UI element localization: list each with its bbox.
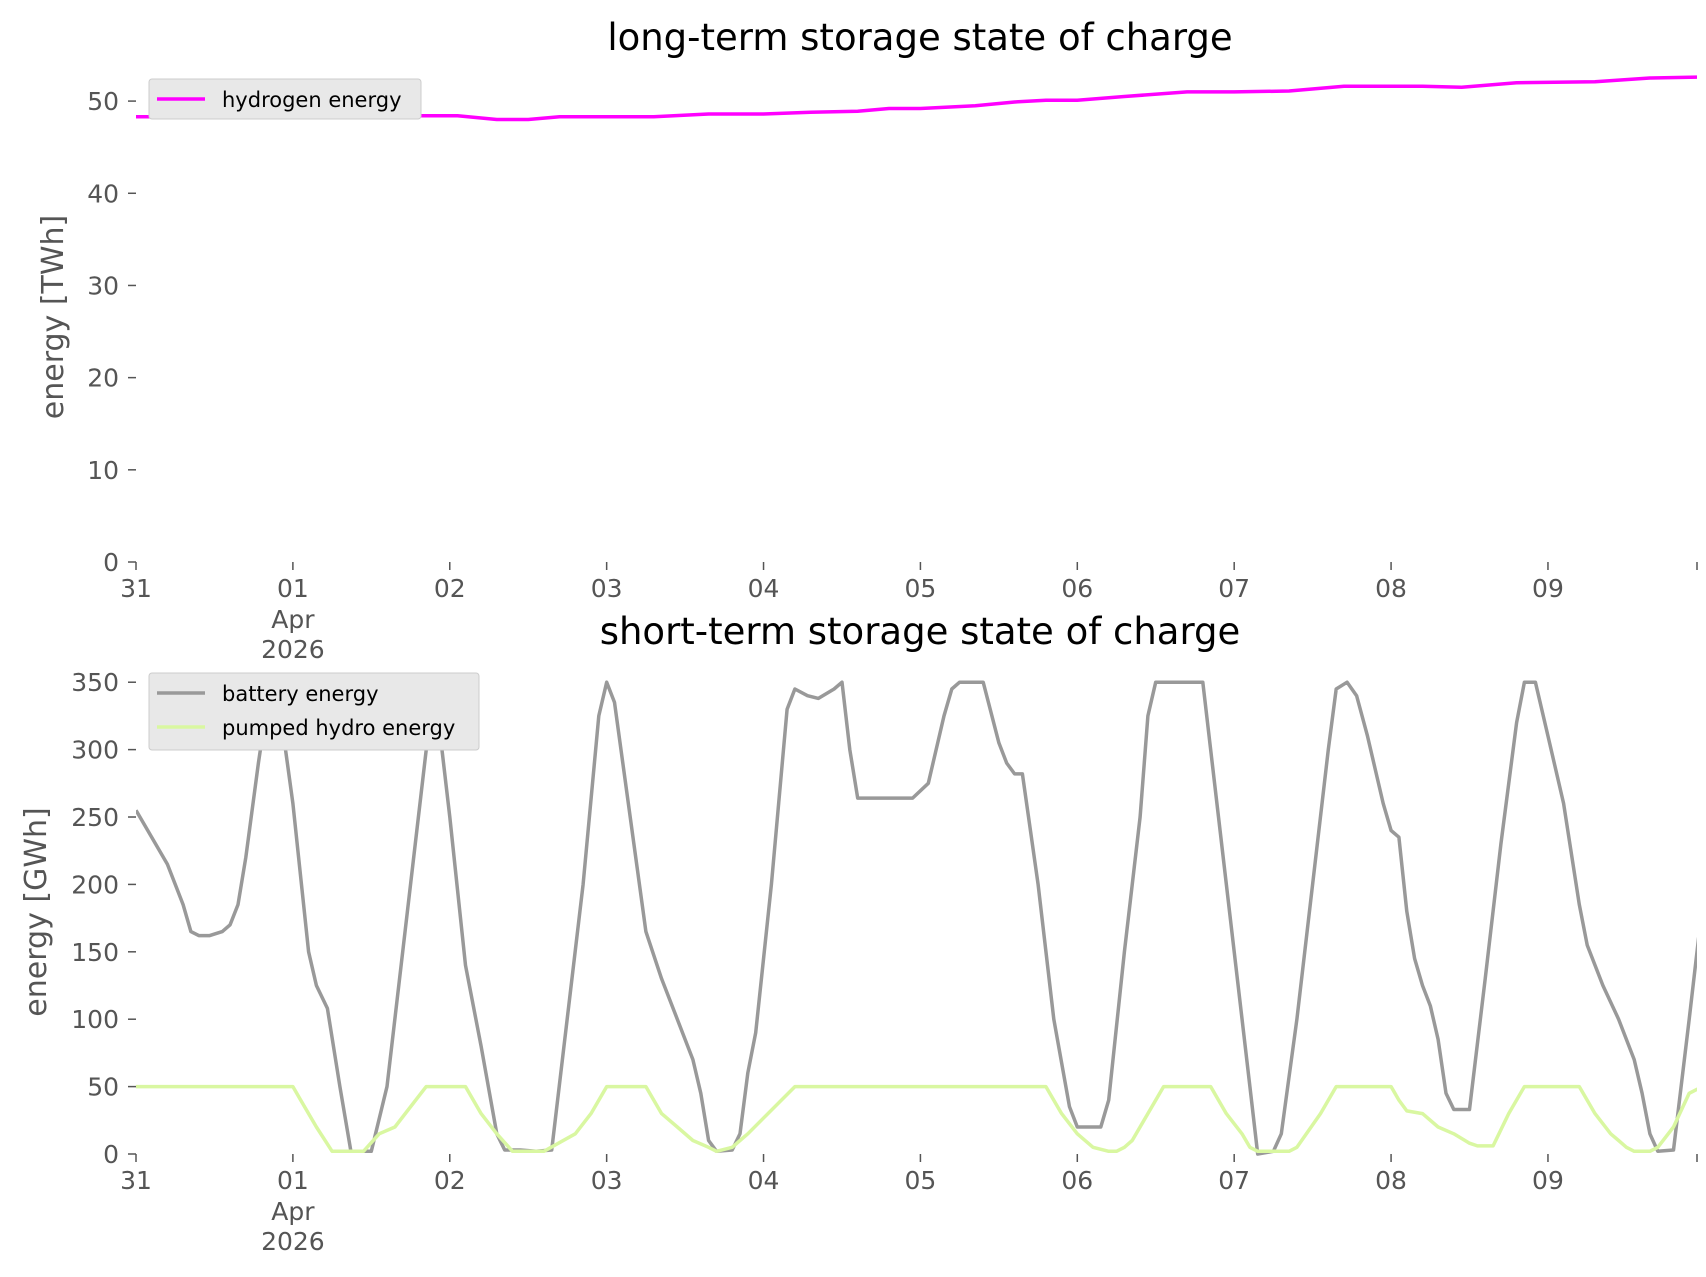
series-line-pumped_hydro — [136, 1084, 1697, 1154]
bottom-legend: battery energy pumped hydro energy — [148, 672, 480, 751]
x-tick-sublabel: Apr — [271, 1197, 315, 1226]
x-tick-label: 05 — [905, 574, 937, 603]
bottom-legend-box — [148, 672, 480, 751]
bottom-series-lines — [136, 680, 1697, 1156]
top-legend: hydrogen energy — [148, 78, 422, 120]
legend-label-hydrogen: hydrogen energy — [222, 88, 402, 112]
x-tick-sublabel: 2026 — [261, 635, 325, 664]
x-tick-label: 07 — [1218, 1166, 1250, 1195]
x-tick-label: 08 — [1375, 574, 1407, 603]
x-tick-label: 01 — [277, 1166, 309, 1195]
x-tick-label: 01 — [277, 574, 309, 603]
y-tick-label: 350 — [71, 668, 119, 697]
series-line-battery — [136, 680, 1697, 1156]
y-tick-label: 50 — [87, 1073, 119, 1102]
x-tick-sublabel: 2026 — [261, 1227, 325, 1256]
x-tick-label: 09 — [1532, 574, 1564, 603]
y-tick-label: 250 — [71, 803, 119, 832]
x-tick-label: 03 — [591, 1166, 623, 1195]
bottom-chart-title: short-term storage state of charge — [600, 610, 1241, 653]
x-tick-label: 31 — [120, 574, 152, 603]
y-tick-label: 100 — [71, 1005, 119, 1034]
x-tick-label: 04 — [748, 574, 780, 603]
y-tick-label: 30 — [87, 271, 119, 300]
top-legend-box — [148, 78, 422, 120]
x-tick-label: 03 — [591, 574, 623, 603]
y-tick-label: 40 — [87, 179, 119, 208]
x-tick-label: 05 — [905, 1166, 937, 1195]
y-tick-label: 50 — [87, 87, 119, 116]
y-tick-label: 20 — [87, 364, 119, 393]
x-tick-label: 08 — [1375, 1166, 1407, 1195]
x-tick-label: 02 — [434, 1166, 466, 1195]
y-tick-label: 150 — [71, 938, 119, 967]
bottom-y-ticks: 0 50 100 150 200 250 300 350 — [71, 668, 136, 1169]
x-tick-label: 06 — [1061, 1166, 1093, 1195]
x-tick-label: 06 — [1061, 574, 1093, 603]
y-tick-label: 200 — [71, 870, 119, 899]
long-term-storage-panel: long-term storage state of charge energy… — [36, 16, 1698, 664]
x-tick-label: 02 — [434, 574, 466, 603]
x-tick-label: 09 — [1532, 1166, 1564, 1195]
x-tick-label: 07 — [1218, 574, 1250, 603]
y-tick-label: 0 — [103, 1140, 119, 1169]
y-tick-label: 0 — [103, 548, 119, 577]
top-chart-title: long-term storage state of charge — [607, 16, 1232, 59]
y-tick-label: 10 — [87, 456, 119, 485]
top-y-axis-label: energy [TWh] — [36, 215, 71, 419]
y-tick-label: 300 — [71, 736, 119, 765]
x-tick-sublabel: Apr — [271, 605, 315, 634]
top-y-ticks: 0 10 20 30 40 50 — [87, 87, 136, 577]
x-tick-label: 04 — [748, 1166, 780, 1195]
x-tick-label: 31 — [120, 1166, 152, 1195]
short-term-storage-panel: short-term storage state of charge energ… — [19, 610, 1698, 1256]
legend-label-battery: battery energy — [222, 682, 379, 706]
legend-label-pumped-hydro: pumped hydro energy — [222, 716, 455, 740]
bottom-y-axis-label: energy [GWh] — [19, 807, 54, 1016]
